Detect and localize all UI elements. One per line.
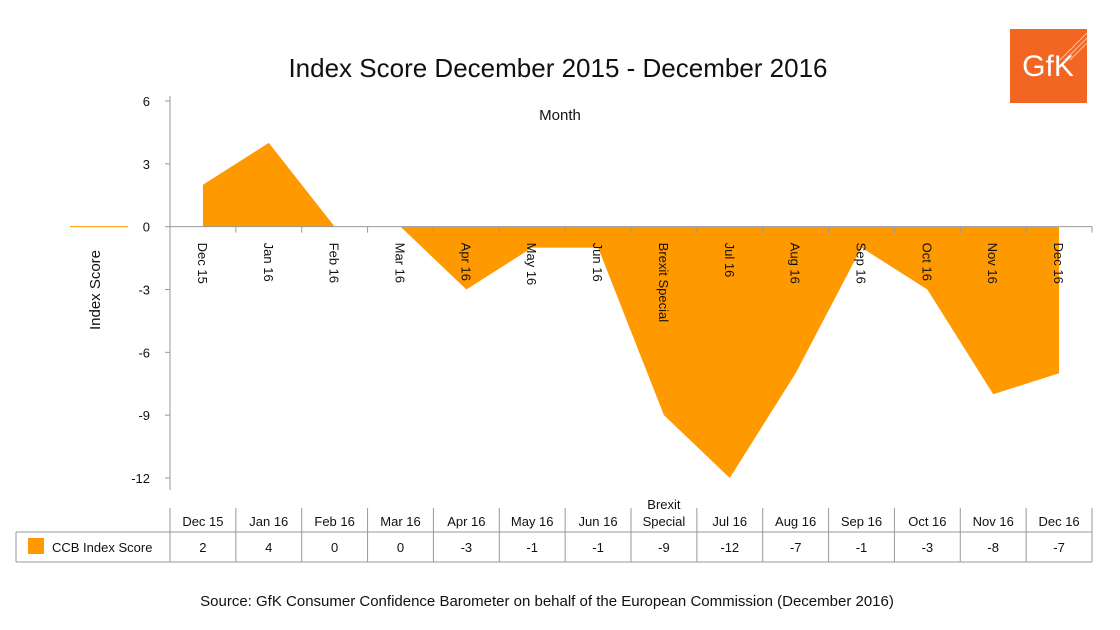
gfk-logo: GfK <box>1010 29 1088 103</box>
table-header-cell: Jan 16 <box>249 514 288 529</box>
x-tick-label: Aug 16 <box>788 243 803 284</box>
y-tick-label: 3 <box>143 157 150 172</box>
table-header-cell: May 16 <box>511 514 554 529</box>
table-value-cell: 4 <box>265 540 272 555</box>
logo-text: GfK <box>1022 50 1074 83</box>
data-table: Dec 15 Jan 16 Feb 16 Mar 16 Apr 16 May 16 Jun … <box>15 497 1093 563</box>
table-value-cell: -1 <box>526 540 538 555</box>
table-header-cell: Special <box>643 514 686 529</box>
legend-series-name: CCB Index Score <box>52 540 152 555</box>
y-tick-label: 0 <box>143 220 150 235</box>
x-tick-label: Apr 16 <box>458 243 473 281</box>
logo-stripe <box>1064 37 1088 61</box>
table-value-cell: -1 <box>856 540 868 555</box>
table-value-cell: 0 <box>331 540 338 555</box>
table-header-cell: Jun 16 <box>579 514 618 529</box>
table-header-cell: Dec 15 <box>182 514 223 529</box>
table-value-cell: -8 <box>987 540 999 555</box>
y-tick-label: -9 <box>138 408 150 423</box>
table-value-cell: 0 <box>397 540 404 555</box>
chart-title: Index Score December 2015 - December 201… <box>288 53 827 83</box>
table-header-cell: Sep 16 <box>841 514 882 529</box>
table-header-cell: Nov 16 <box>973 514 1014 529</box>
x-tick-label: May 16 <box>524 243 539 286</box>
table-value-cell: -1 <box>592 540 604 555</box>
y-tick-label: -3 <box>138 283 150 298</box>
x-tick-label: Dec 15 <box>195 243 210 284</box>
x-axis-label: Month <box>539 107 581 124</box>
area-series-ccb-index <box>202 142 1060 478</box>
table-value-cell: -3 <box>922 540 934 555</box>
legend-swatch <box>28 538 44 554</box>
table-header-cell: Dec 16 <box>1038 514 1079 529</box>
table-header-cell: Mar 16 <box>380 514 420 529</box>
table-header-cell: Apr 16 <box>447 514 485 529</box>
logo-stripe <box>1069 42 1088 61</box>
x-tick-label: Jul 16 <box>722 243 737 278</box>
plot-area: 6 3 0 -3 -6 -9 -12 Dec 15 Jan 16 Feb 16 Mar 16 Apr … <box>70 94 1093 490</box>
table-value-cell: -3 <box>461 540 473 555</box>
table-header-cell: Oct 16 <box>908 514 946 529</box>
table-value-cell: 2 <box>199 540 206 555</box>
y-tick-label: -6 <box>138 345 150 360</box>
table-value-cell: -7 <box>790 540 802 555</box>
x-tick-label: Mar 16 <box>393 243 408 283</box>
x-tick-label: Nov 16 <box>985 243 1000 284</box>
table-value-cell: -12 <box>720 540 739 555</box>
x-tick-label: Jun 16 <box>590 243 605 282</box>
x-tick-label: Oct 16 <box>919 243 934 281</box>
y-tick-label: 6 <box>143 94 150 109</box>
x-tick-label: Sep 16 <box>854 243 869 284</box>
table-header-cell: Jul 16 <box>712 514 747 529</box>
x-tick-label: Feb 16 <box>327 243 342 283</box>
x-tick-label: Brexit Special <box>656 243 671 323</box>
x-tick-label: Jan 16 <box>261 243 276 282</box>
table-value-cell: -7 <box>1053 540 1065 555</box>
y-axis-label: Index Score <box>87 250 104 330</box>
x-tick-label: Dec 16 <box>1051 243 1066 284</box>
y-tick-label: -12 <box>131 471 150 486</box>
table-header-cell: Feb 16 <box>314 514 354 529</box>
table-header-cell: Aug 16 <box>775 514 816 529</box>
logo-stripe <box>1059 32 1088 61</box>
table-header-cell: Brexit <box>647 497 681 512</box>
source-note: Source: GfK Consumer Confidence Baromete… <box>200 593 894 610</box>
table-value-cell: -9 <box>658 540 670 555</box>
